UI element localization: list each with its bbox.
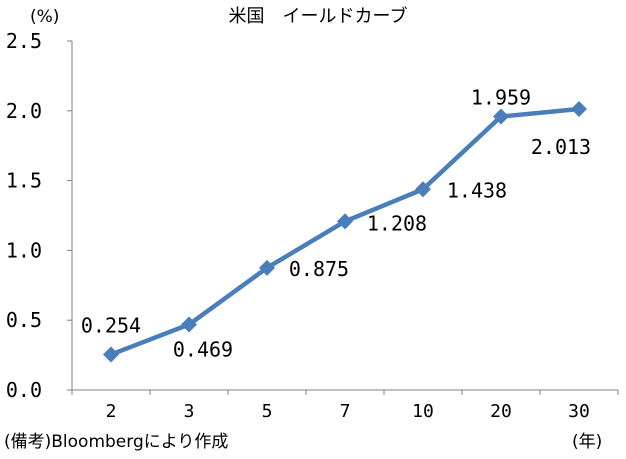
data-label: 2.013 [531,135,591,159]
x-tick-label: 3 [184,401,195,422]
data-label: 0.254 [81,314,141,338]
y-tick-label: 1.5 [6,169,42,193]
y-tick-label: 2.0 [6,99,42,123]
x-axis-unit: (年) [572,432,602,452]
x-tick-label: 20 [490,401,512,422]
series-line [110,106,580,357]
x-tick-label: 30 [568,401,590,422]
y-tick-label: 2.5 [6,29,42,53]
data-point-marker [259,259,275,276]
data-label: 1.208 [367,211,427,235]
y-tick-label: 0.5 [6,308,42,332]
data-label: 1.438 [447,178,507,202]
data-point-marker [181,316,197,333]
data-point-marker [571,100,587,117]
series-group [103,100,587,363]
data-point-marker [493,108,509,125]
y-tick-label: 0.0 [6,378,42,402]
chart-title: 米国 イールドカーブ [229,5,408,27]
x-tick-label: 7 [340,401,351,422]
y-axis-unit: (%) [30,7,59,27]
data-point-marker [103,346,119,363]
data-label: 1.959 [471,86,531,110]
x-tick-label: 10 [412,401,434,422]
y-tick-label: 1.0 [6,238,42,262]
data-label: 0.469 [173,338,233,362]
x-axis-ticks: 2 3 5 7 10 20 30 [71,390,619,422]
data-point-marker [337,213,353,230]
y-axis-ticks: 0.0 0.5 1.0 1.5 2.0 2.5 [6,29,72,402]
x-tick-label: 5 [262,401,273,422]
data-label: 0.875 [289,257,349,281]
data-point-marker [415,181,431,198]
data-labels: 0.254 0.469 0.875 1.208 1.438 1.959 2.013 [81,86,591,362]
source-note: (備考)Bloombergにより作成 [4,432,228,452]
x-tick-label: 2 [106,401,117,422]
